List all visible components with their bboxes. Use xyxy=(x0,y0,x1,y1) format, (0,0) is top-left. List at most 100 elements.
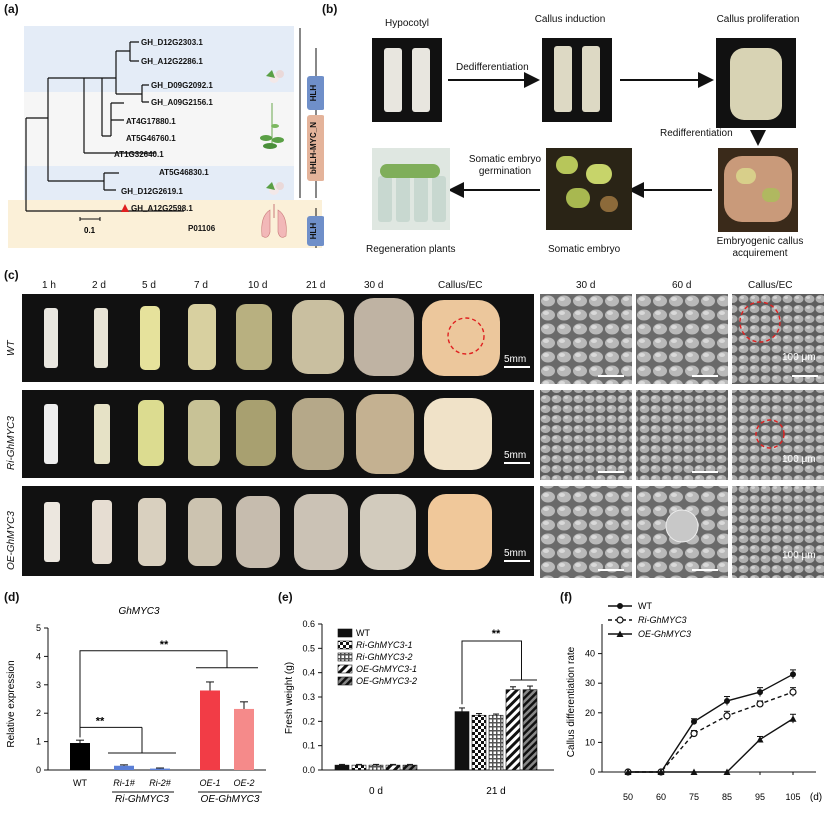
gene-label: AT5G46760.1 xyxy=(126,134,176,143)
data-point xyxy=(723,768,731,775)
scale-label: 0.1 xyxy=(84,226,96,235)
category-label: Ri-2# xyxy=(149,778,172,788)
legend-swatch xyxy=(337,676,353,686)
domain-label: HLH xyxy=(309,223,318,240)
data-point xyxy=(724,697,730,704)
step-label: Regeneration plants xyxy=(366,244,456,255)
sem-micrographs xyxy=(540,294,824,578)
x-tick-label: 105 xyxy=(785,792,800,802)
scale-label: 5mm xyxy=(504,354,527,365)
workflow-arrows xyxy=(448,72,766,198)
x-tick-label: 50 xyxy=(623,792,633,802)
timepoint-header: 2 d xyxy=(92,280,106,291)
embryogenic-callus-photo xyxy=(718,148,798,232)
timepoint-header: Callus/EC xyxy=(438,280,483,291)
sem-scale-label: 100 μm xyxy=(782,550,816,561)
significance-bracket xyxy=(79,726,176,754)
y-tick-label: 10 xyxy=(585,737,595,747)
bar xyxy=(488,714,504,771)
gene-label: GH_D12G2619.1 xyxy=(121,187,183,196)
legend-swatch xyxy=(337,628,353,638)
y-tick-label: 0.6 xyxy=(302,619,315,629)
bar xyxy=(368,764,384,771)
step-label: Callus induction xyxy=(534,14,606,25)
gene-label: GH_D09G2092.1 xyxy=(151,81,213,90)
y-tick-label: 0.4 xyxy=(302,668,315,678)
regeneration-plants-photo xyxy=(372,148,450,230)
legend-swatch xyxy=(337,652,353,662)
data-point xyxy=(690,768,698,775)
y-tick-label: 40 xyxy=(585,649,595,659)
bhlh-myc-domain-box xyxy=(307,115,325,181)
bar xyxy=(402,764,418,771)
series-line xyxy=(628,718,794,773)
bar xyxy=(471,714,487,771)
target-gene-marker xyxy=(121,204,129,212)
scale-label: 5mm xyxy=(504,450,527,461)
y-tick-label: 3 xyxy=(36,680,41,690)
series-line xyxy=(628,691,794,773)
y-tick-label: 0.1 xyxy=(302,741,315,751)
x-tick-label: 85 xyxy=(722,792,732,802)
arrow-label: Somatic embryo germination xyxy=(468,154,542,177)
data-point xyxy=(789,715,797,722)
group-label: Ri-GhMYC3 xyxy=(115,794,169,805)
legend-label: WT xyxy=(638,601,652,611)
domain-label: HLH xyxy=(309,85,318,102)
bar xyxy=(70,743,90,770)
scale-bar xyxy=(504,462,530,464)
ri-specimens xyxy=(44,394,492,474)
gene-label: GH_D12G2303.1 xyxy=(141,38,203,47)
cotton-icon xyxy=(266,182,284,195)
fresh-weight-chart: Fresh weight (g) 0.0 0.1 0.2 0.3 0.4 0.5 0.6 W… xyxy=(280,594,560,808)
category-label: OE-1 xyxy=(199,778,220,788)
legend-swatch xyxy=(337,640,353,650)
significance-marker: ** xyxy=(492,628,501,640)
legend-label: OE-GhMYC3 xyxy=(638,629,691,639)
blue-band-top xyxy=(24,26,294,92)
bar xyxy=(385,764,401,771)
sem-scale-label: 100 μm xyxy=(782,454,816,465)
y-tick-label: 2 xyxy=(36,708,41,718)
legend-swatch xyxy=(337,664,353,674)
category-label: Ri-1# xyxy=(113,778,136,788)
panel-label-e: (e) xyxy=(278,590,293,604)
step-label: Hypocotyl xyxy=(385,18,429,29)
timepoint-header: 10 d xyxy=(248,280,268,291)
significance-bracket xyxy=(79,650,258,728)
sem-image xyxy=(540,486,632,578)
gene-label: AT1G32640.1 xyxy=(114,150,164,159)
sem-header: 60 d xyxy=(672,280,692,291)
sem-header: Callus/EC xyxy=(748,280,793,291)
sem-image xyxy=(636,390,728,480)
hlh-domain-box xyxy=(307,76,325,110)
row-label: Ri-GhMYC3 xyxy=(6,416,17,470)
significance-bracket xyxy=(461,640,537,705)
series-line xyxy=(628,673,794,773)
bar xyxy=(234,708,254,770)
panel-label-c: (c) xyxy=(4,268,19,282)
gene-label: AT5G46830.1 xyxy=(159,168,209,177)
significance-marker: ** xyxy=(160,639,169,651)
data-point xyxy=(757,689,763,696)
y-tick-label: 4 xyxy=(36,651,41,661)
y-axis-label: Fresh weight (g) xyxy=(284,662,295,734)
gene-label: GH_A09G2156.1 xyxy=(151,98,213,107)
data-point xyxy=(616,616,624,624)
callus-timecourse-panel: 1 h 2 d 5 d 7 d 10 d 21 d 30 d Callus/EC… xyxy=(0,268,830,588)
y-tick-label: 1 xyxy=(36,737,41,747)
legend-label: OE-GhMYC3-2 xyxy=(356,676,417,686)
data-point xyxy=(617,603,623,609)
domain-label: bHLH-MYC_N xyxy=(309,122,318,174)
y-axis-label: Relative expression xyxy=(6,660,17,747)
bar xyxy=(505,689,521,771)
category-label: 0 d xyxy=(369,786,383,797)
significance-marker: ** xyxy=(96,716,105,728)
callus-proliferation-photo xyxy=(716,38,796,128)
sem-image xyxy=(540,390,632,480)
bar xyxy=(150,768,170,770)
timepoint-header: 5 d xyxy=(142,280,156,291)
sem-scale-label: 100 μm xyxy=(782,352,816,363)
bar xyxy=(522,689,538,771)
